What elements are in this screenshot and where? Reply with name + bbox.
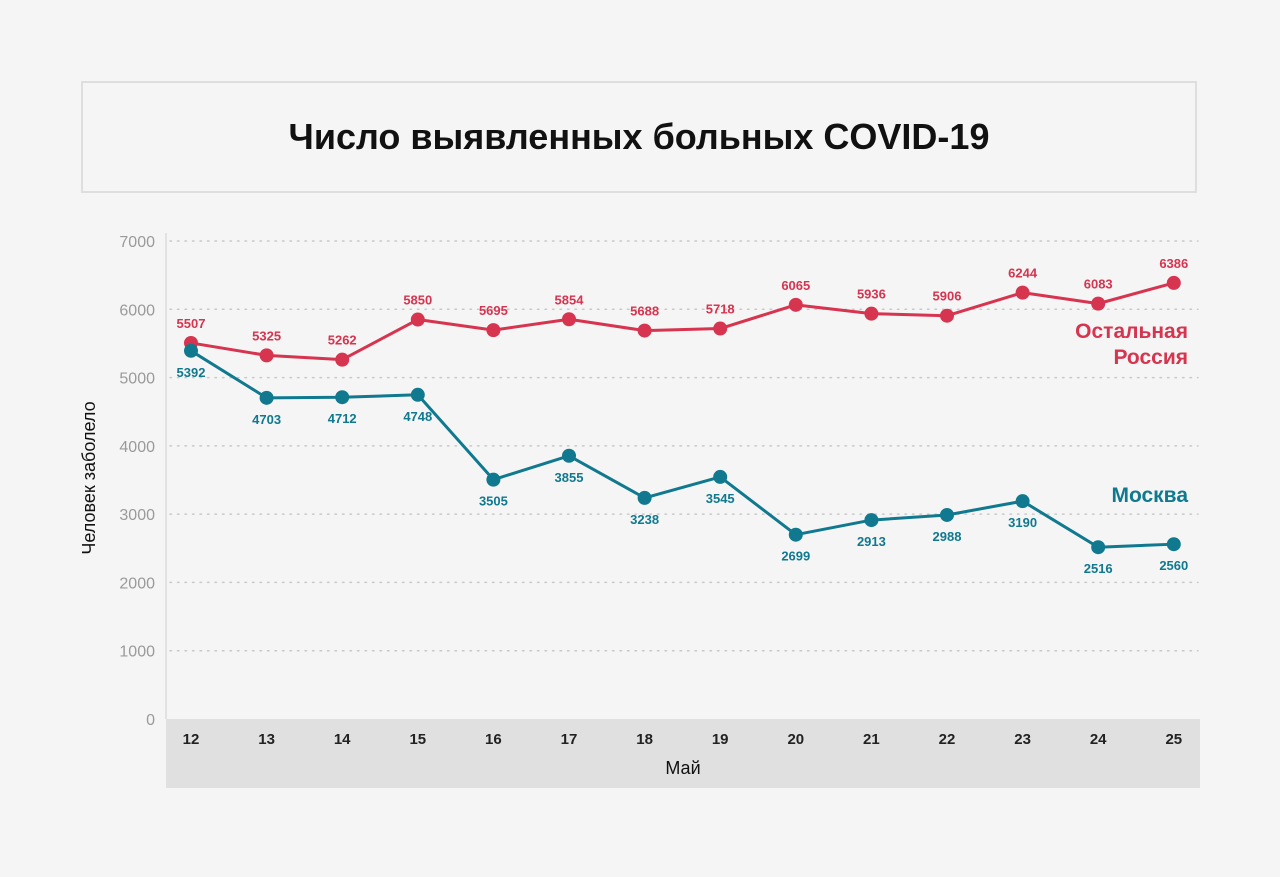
series-line — [190, 281, 1175, 362]
y-axis-title: Человек заболело — [79, 401, 99, 554]
x-tick-label: 13 — [258, 731, 275, 748]
data-label: 5718 — [706, 302, 735, 317]
x-tick-label: 23 — [1014, 731, 1031, 748]
data-label: 3190 — [1008, 515, 1037, 530]
data-label: 5850 — [403, 293, 432, 308]
series-name-label: Москва — [1111, 484, 1188, 507]
x-tick-label: 15 — [409, 731, 426, 748]
x-axis-band — [166, 719, 1200, 788]
y-tick-label: 0 — [146, 712, 155, 729]
data-label: 6083 — [1084, 277, 1113, 292]
data-label: 4712 — [328, 411, 357, 426]
x-tick-label: 12 — [183, 731, 200, 748]
data-point — [1015, 285, 1030, 300]
data-point — [713, 469, 728, 484]
data-point — [1166, 275, 1181, 290]
x-tick-label: 19 — [712, 731, 729, 748]
data-point — [788, 297, 803, 312]
x-tick-label: 16 — [485, 731, 502, 748]
x-tick-label: 14 — [334, 731, 351, 748]
data-point — [1091, 540, 1106, 555]
data-point — [184, 343, 198, 358]
data-label: 3855 — [555, 470, 584, 485]
data-label: 5688 — [630, 304, 659, 319]
data-point — [940, 507, 954, 522]
data-label: 6386 — [1159, 256, 1188, 271]
data-point — [335, 352, 350, 367]
x-tick-label: 24 — [1090, 731, 1107, 748]
series-name-label: Россия — [1113, 346, 1188, 369]
data-label: 5262 — [328, 333, 357, 348]
data-point — [1166, 537, 1181, 552]
x-tick-label: 25 — [1165, 731, 1182, 748]
chart-title-box: Число выявленных больных COVID-19 — [81, 81, 1197, 193]
data-point — [486, 472, 501, 487]
data-label: 5906 — [933, 289, 962, 304]
data-label: 5325 — [252, 328, 281, 343]
series-name-label: Остальная — [1075, 320, 1188, 343]
data-point — [713, 321, 728, 336]
x-tick-label: 18 — [636, 731, 653, 748]
data-point — [259, 390, 274, 405]
data-label: 2699 — [781, 549, 810, 564]
data-point — [637, 490, 652, 505]
data-point — [259, 348, 274, 363]
data-label: 5507 — [177, 316, 206, 331]
y-tick-label: 5000 — [119, 371, 155, 388]
data-point — [940, 308, 954, 323]
data-point — [410, 312, 425, 327]
data-point — [1015, 494, 1030, 509]
y-tick-label: 1000 — [119, 644, 155, 661]
data-label: 3505 — [479, 494, 508, 509]
data-label: 4748 — [403, 409, 432, 424]
data-point — [562, 448, 576, 463]
data-label: 3545 — [706, 491, 735, 506]
data-label: 5936 — [857, 287, 886, 302]
chart-title: Число выявленных больных COVID-19 — [288, 116, 990, 157]
y-tick-label: 2000 — [119, 575, 155, 592]
y-tick-label: 4000 — [119, 439, 155, 456]
x-axis-title: Май — [665, 758, 700, 778]
data-point — [864, 306, 879, 321]
y-tick-label: 7000 — [119, 234, 155, 251]
data-label: 3238 — [630, 512, 659, 527]
x-tick-label: 20 — [787, 731, 804, 748]
data-label: 5695 — [479, 303, 508, 318]
data-label: 2560 — [1159, 558, 1188, 573]
data-point — [410, 387, 425, 402]
data-point — [335, 390, 350, 405]
data-point — [486, 323, 501, 338]
data-point — [562, 312, 576, 327]
y-tick-label: 3000 — [119, 507, 155, 524]
data-label: 5854 — [555, 292, 585, 307]
data-label: 6244 — [1008, 266, 1038, 281]
x-tick-label: 22 — [939, 731, 956, 748]
x-tick-label: 17 — [561, 731, 578, 748]
data-label: 2988 — [933, 529, 962, 544]
data-label: 2913 — [857, 534, 886, 549]
x-tick-label: 21 — [863, 731, 880, 748]
data-label: 5392 — [177, 365, 206, 380]
data-point — [788, 527, 803, 542]
series-line — [190, 349, 1174, 549]
data-point — [637, 323, 652, 338]
data-label: 2516 — [1084, 561, 1113, 576]
data-point — [864, 513, 879, 528]
data-point — [1091, 296, 1106, 311]
data-label: 4703 — [252, 412, 281, 427]
data-label: 6065 — [781, 278, 810, 293]
y-tick-label: 6000 — [119, 302, 155, 319]
